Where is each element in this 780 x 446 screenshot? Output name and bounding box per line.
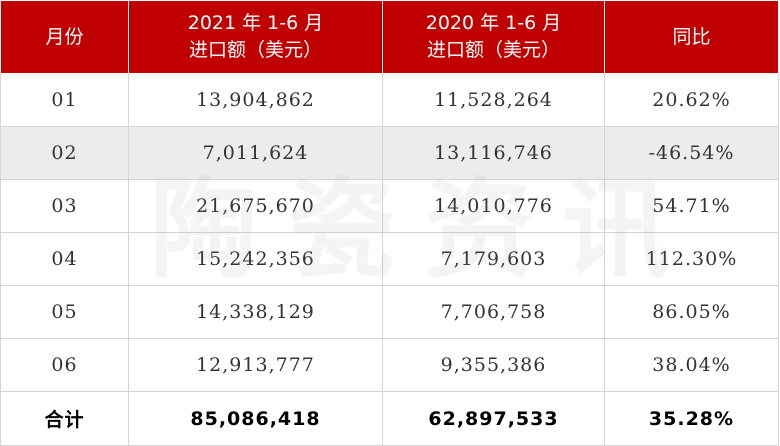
header-2020: 2020 年 1-6 月 进口额（美元） bbox=[382, 0, 605, 74]
cell-2020: 7,179,603 bbox=[382, 232, 605, 286]
header-yoy: 同比 bbox=[604, 0, 779, 74]
table-row: 03 21,675,670 14,010,776 54.71% bbox=[0, 179, 779, 233]
cell-yoy: 20.62% bbox=[604, 73, 779, 127]
cell-2021: 13,904,862 bbox=[128, 73, 383, 127]
cell-month: 02 bbox=[0, 126, 129, 180]
total-2020: 62,897,533 bbox=[382, 391, 605, 446]
table-row: 02 7,011,624 13,116,746 -46.54% bbox=[0, 126, 779, 180]
cell-month: 05 bbox=[0, 285, 129, 339]
cell-yoy: 112.30% bbox=[604, 232, 779, 286]
cell-yoy: 38.04% bbox=[604, 338, 779, 392]
cell-2021: 21,675,670 bbox=[128, 179, 383, 233]
table-row: 01 13,904,862 11,528,264 20.62% bbox=[0, 73, 779, 127]
header-2021-period: 2021 年 1-6 月 bbox=[187, 12, 324, 34]
cell-2020: 7,706,758 bbox=[382, 285, 605, 339]
table-row: 06 12,913,777 9,355,386 38.04% bbox=[0, 338, 779, 392]
total-yoy: 35.28% bbox=[604, 391, 779, 446]
table-row: 05 14,338,129 7,706,758 86.05% bbox=[0, 285, 779, 339]
total-2021: 85,086,418 bbox=[128, 391, 383, 446]
header-2021-metric: 进口额（美元） bbox=[188, 39, 322, 61]
cell-2021: 7,011,624 bbox=[128, 126, 383, 180]
cell-yoy: -46.54% bbox=[604, 126, 779, 180]
cell-2020: 13,116,746 bbox=[382, 126, 605, 180]
cell-2021: 12,913,777 bbox=[128, 338, 383, 392]
cell-month: 01 bbox=[0, 73, 129, 127]
cell-2020: 14,010,776 bbox=[382, 179, 605, 233]
total-row: 合计 85,086,418 62,897,533 35.28% bbox=[0, 391, 779, 446]
cell-month: 06 bbox=[0, 338, 129, 392]
header-2020-period: 2020 年 1-6 月 bbox=[425, 12, 562, 34]
cell-yoy: 86.05% bbox=[604, 285, 779, 339]
header-row: 月份 2021 年 1-6 月 进口额（美元） 2020 年 1-6 月 进口额… bbox=[0, 0, 779, 74]
table-row: 04 15,242,356 7,179,603 112.30% bbox=[0, 232, 779, 286]
cell-month: 03 bbox=[0, 179, 129, 233]
cell-2020: 9,355,386 bbox=[382, 338, 605, 392]
cell-2021: 14,338,129 bbox=[128, 285, 383, 339]
header-yoy-label: 同比 bbox=[672, 25, 711, 48]
header-2021: 2021 年 1-6 月 进口额（美元） bbox=[128, 0, 383, 74]
header-month: 月份 bbox=[0, 0, 129, 74]
cell-month: 04 bbox=[0, 232, 129, 286]
cell-2020: 11,528,264 bbox=[382, 73, 605, 127]
cell-2021: 15,242,356 bbox=[128, 232, 383, 286]
header-month-label: 月份 bbox=[45, 25, 84, 48]
header-2020-metric: 进口额（美元） bbox=[426, 39, 560, 61]
cell-yoy: 54.71% bbox=[604, 179, 779, 233]
total-label: 合计 bbox=[0, 391, 129, 446]
